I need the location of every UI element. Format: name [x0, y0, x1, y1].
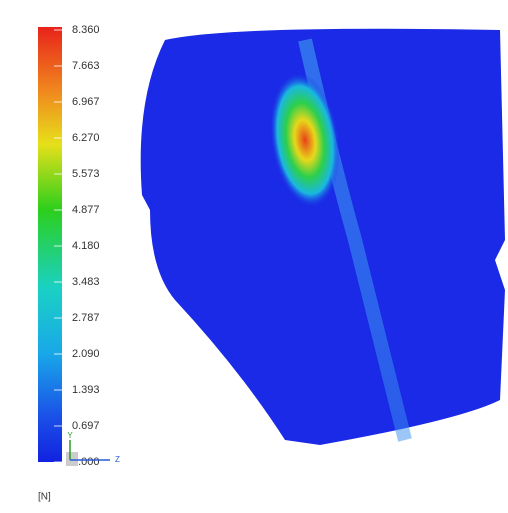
triad-y: Y: [67, 431, 73, 440]
legend-label: 1.393: [72, 384, 100, 396]
legend-label: 3.483: [72, 276, 100, 288]
triad-z: Z: [115, 455, 120, 464]
legend-label: 0.697: [72, 420, 100, 432]
legend-label: 6.967: [72, 96, 100, 108]
legend-label: 4.180: [72, 240, 100, 252]
legend-label: 2.787: [72, 312, 100, 324]
legend-label: 2.090: [72, 348, 100, 360]
result-view: 8.360 7.663 6.967 6.270 5.573 4.877 4.180 3.483…: [0, 0, 508, 508]
color-bar: [38, 27, 62, 462]
legend-label: 4.877: [72, 204, 100, 216]
legend-label: 8.360: [72, 24, 100, 36]
legend-label: 6.270: [72, 132, 100, 144]
legend-label: 7.663: [72, 60, 100, 72]
legend-label: 5.573: [72, 168, 100, 180]
unit-label: [N]: [38, 492, 51, 503]
